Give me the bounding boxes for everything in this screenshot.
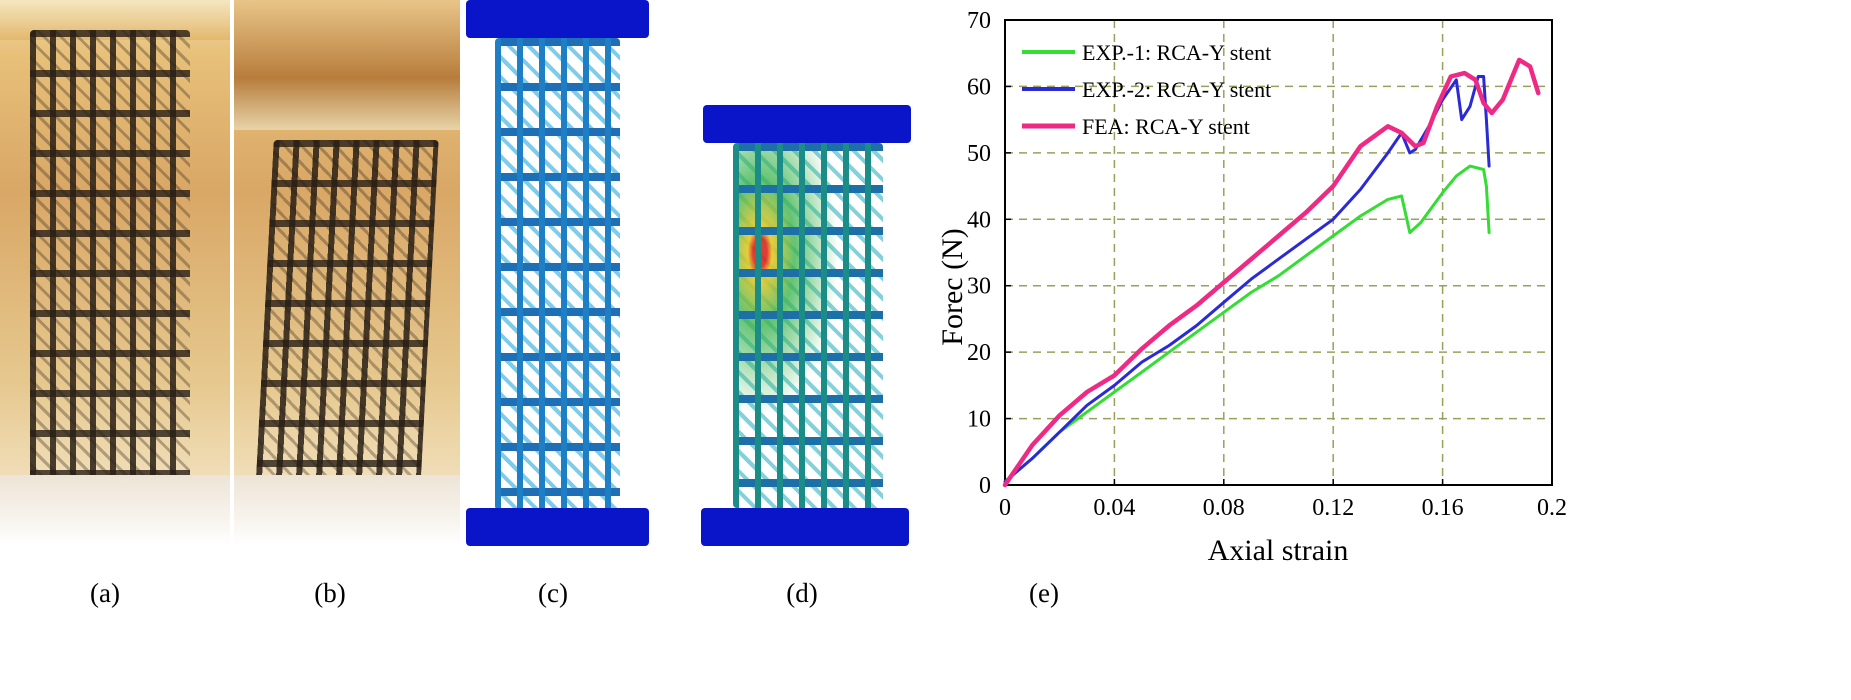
chart-grid <box>1005 20 1552 485</box>
y-tick-label: 50 <box>967 141 991 167</box>
photo-b-floor <box>234 475 460 545</box>
y-tick-label: 20 <box>967 340 991 366</box>
caption-c: (c) <box>538 578 568 608</box>
stent-fea-d <box>733 143 883 508</box>
chart-series <box>1002 57 1541 488</box>
stent-fea-c <box>495 38 620 510</box>
x-tick-label: 0.16 <box>1422 495 1464 521</box>
caption-e: (e) <box>1029 578 1059 608</box>
series-line-fea-rca-y-stent <box>1002 57 1541 488</box>
y-tick-label: 70 <box>967 8 991 34</box>
chart-legend: EXP.-1: RCA-Y stent EXP.-2: RCA-Y stent FE… <box>1022 40 1271 139</box>
y-tick-label: 0 <box>979 473 991 499</box>
y-axis-label: Forec (N) <box>936 228 969 345</box>
photo-b-platen <box>234 0 460 130</box>
x-tick-label: 0.04 <box>1093 495 1135 521</box>
photo-a-floor <box>0 475 230 545</box>
photo-panel-a <box>0 0 230 545</box>
legend-label-exp-2-rca-y-stent: EXP.-2: RCA-Y stent <box>1082 77 1271 102</box>
x-tick-label: 0 <box>999 495 1011 521</box>
y-tick-label: 10 <box>967 407 991 433</box>
x-axis-label: Axial strain <box>1208 534 1349 567</box>
legend-label-fea-rca-y-stent: FEA: RCA-Y stent <box>1082 114 1250 139</box>
y-tick-label: 30 <box>967 274 991 300</box>
x-tick-label: 0.12 <box>1312 495 1354 521</box>
chart-ticks: 0 0.04 0.08 0.12 0.16 0.2 0 10 20 30 40 50 60 70 <box>967 8 1567 521</box>
fea-d-bottom-plate <box>701 508 909 546</box>
plot-frame <box>1004 19 1553 486</box>
caption-d: (d) <box>786 578 818 608</box>
fea-c-top-plate <box>466 0 649 38</box>
legend-label-exp-1-rca-y-stent: EXP.-1: RCA-Y stent <box>1082 40 1271 65</box>
y-tick-label: 60 <box>967 74 991 100</box>
photo-panel-b <box>234 0 460 545</box>
caption-b: (b) <box>314 578 346 608</box>
x-tick-label: 0.2 <box>1537 495 1567 521</box>
series-line-exp-2-rca-y-stent <box>1003 75 1491 484</box>
x-tick-label: 0.08 <box>1203 495 1245 521</box>
fea-d-top-plate <box>703 105 911 143</box>
caption-a: (a) <box>90 578 120 608</box>
y-tick-label: 40 <box>967 207 991 233</box>
series-line-exp-1-rca-y-stent <box>1003 164 1491 484</box>
stent-photo-a <box>30 30 190 500</box>
fea-c-bottom-plate <box>466 508 649 546</box>
